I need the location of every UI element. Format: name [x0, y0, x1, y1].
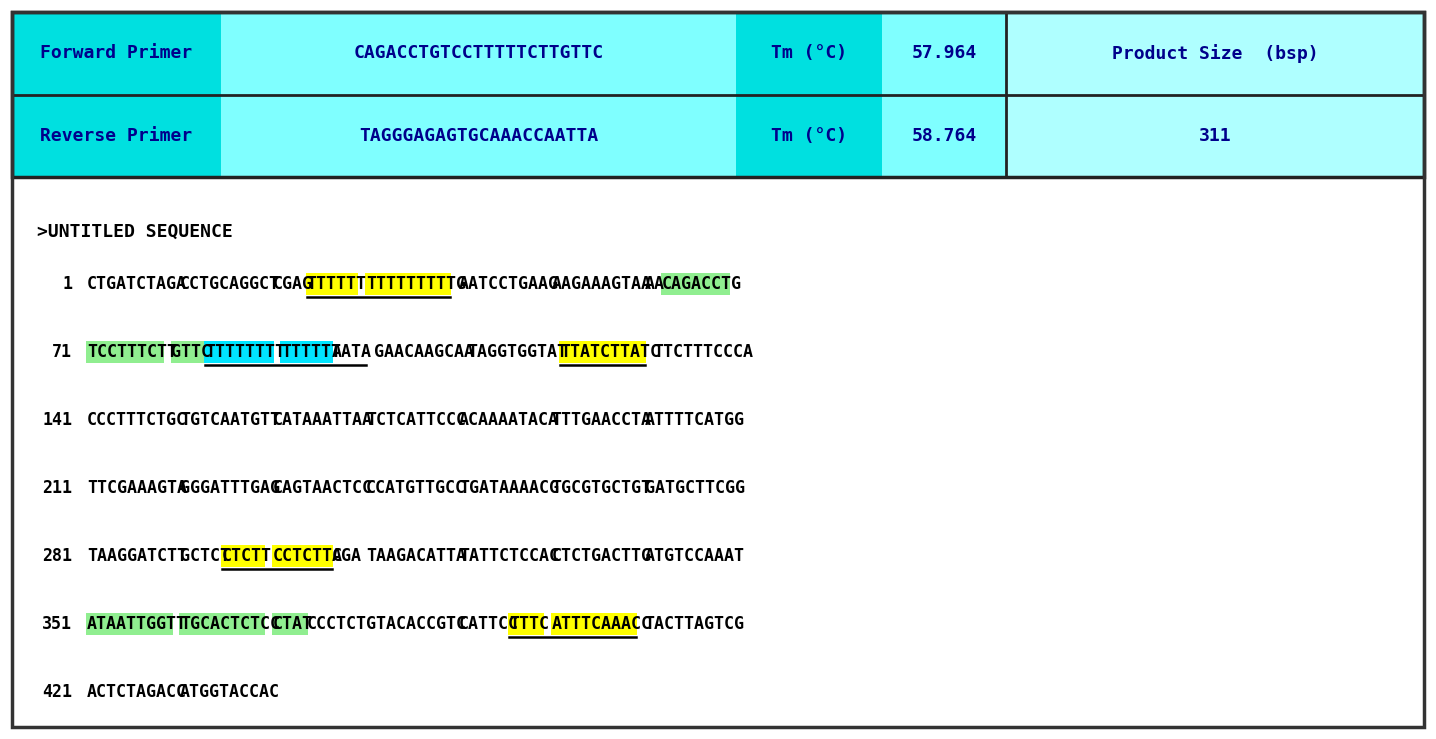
Bar	[11, 95, 221, 177]
Text: CCTGCAGGCT: CCTGCAGGCT	[180, 275, 280, 293]
Text: TTCTTTCCCA: TTCTTTCCCA	[653, 343, 752, 361]
Bar	[882, 95, 1007, 177]
Bar	[171, 341, 207, 363]
Bar	[1007, 12, 1425, 95]
Text: AAGAAAGTAA: AAGAAAGTAA	[551, 275, 652, 293]
Text: TTTTTT: TTTTTT	[307, 275, 366, 293]
Text: CCATGTTGCC: CCATGTTGCC	[366, 479, 465, 497]
Text: 141: 141	[42, 411, 72, 429]
Bar	[221, 12, 737, 95]
Text: TGCACTCTCC: TGCACTCTCC	[180, 615, 280, 633]
Bar	[86, 613, 172, 635]
Text: 1: 1	[62, 275, 72, 293]
Text: TTTTTTTTTG: TTTTTTTTTG	[366, 275, 465, 293]
Text: CAGACCTG: CAGACCTG	[662, 275, 741, 293]
Bar	[306, 273, 359, 295]
Text: ATGTCCAAAT: ATGTCCAAAT	[645, 547, 745, 565]
Text: Tm (°C): Tm (°C)	[771, 44, 847, 62]
Text: TTATCTTATC: TTATCTTATC	[560, 343, 661, 361]
Text: AATCCTGAAG: AATCCTGAAG	[458, 275, 559, 293]
Text: ATGGTACCAC: ATGGTACCAC	[180, 683, 280, 701]
Text: 351: 351	[42, 615, 72, 633]
Text: GGGATTTGAG: GGGATTTGAG	[180, 479, 280, 497]
Text: TTTTTT: TTTTTT	[281, 343, 342, 361]
Text: CCCTTTCTGC: CCCTTTCTGC	[88, 411, 187, 429]
Text: CCTCTTC: CCTCTTC	[273, 547, 343, 565]
Bar	[271, 545, 333, 567]
Bar	[221, 95, 737, 177]
Text: 421: 421	[42, 683, 72, 701]
Text: TAAGGATCTT: TAAGGATCTT	[88, 547, 187, 565]
Text: TTTGAACCTA: TTTGAACCTA	[551, 411, 652, 429]
Text: Product Size  (bsp): Product Size (bsp)	[1111, 44, 1318, 63]
Text: TGTCAATGTT: TGTCAATGTT	[180, 411, 280, 429]
Bar	[86, 341, 164, 363]
Bar	[508, 613, 544, 635]
Bar	[737, 12, 882, 95]
Text: TGATAAAACG: TGATAAAACG	[458, 479, 559, 497]
Text: 58.764: 58.764	[912, 127, 976, 145]
Text: ACTCTAGACC: ACTCTAGACC	[88, 683, 187, 701]
Bar	[559, 341, 646, 363]
Text: ATTTTCATGG: ATTTTCATGG	[645, 411, 745, 429]
Bar	[365, 273, 451, 295]
Text: 57.964: 57.964	[912, 44, 976, 62]
Text: CATAAATTAA: CATAAATTAA	[273, 411, 373, 429]
Text: CAGTAACTCC: CAGTAACTCC	[273, 479, 373, 497]
Bar	[1007, 95, 1425, 177]
Text: CTGATCTAGA: CTGATCTAGA	[88, 275, 187, 293]
Text: TAGGTGGTAT: TAGGTGGTAT	[467, 343, 567, 361]
Text: 71: 71	[52, 343, 72, 361]
Text: TATTCTCCAC: TATTCTCCAC	[458, 547, 559, 565]
Bar	[180, 613, 266, 635]
Text: GATGCTTCGG: GATGCTTCGG	[645, 479, 745, 497]
Text: CTCTT: CTCTT	[223, 547, 273, 565]
Text: CTCTGACTTG: CTCTGACTTG	[551, 547, 652, 565]
Text: TTCGAAAGTA: TTCGAAAGTA	[88, 479, 187, 497]
Text: TACTTAGTCG: TACTTAGTCG	[645, 615, 745, 633]
Bar	[204, 341, 274, 363]
Text: CATTCC: CATTCC	[458, 615, 518, 633]
Bar	[280, 341, 333, 363]
Text: TAGGGAGAGTGCAAACCAATTA: TAGGGAGAGTGCAAACCAATTA	[359, 127, 599, 145]
Text: Tm (°C): Tm (°C)	[771, 127, 847, 145]
Text: 211: 211	[42, 479, 72, 497]
Text: TTTC: TTTC	[510, 615, 550, 633]
Text: 311: 311	[1199, 127, 1231, 145]
Text: >UNTITLED SEQUENCE: >UNTITLED SEQUENCE	[37, 223, 233, 241]
Text: CAGACCTGTCCTTTTTCTTGTTC: CAGACCTGTCCTTTTTCTTGTTC	[353, 44, 603, 62]
Text: GAACAAGCAA: GAACAAGCAA	[375, 343, 474, 361]
Text: 281: 281	[42, 547, 72, 565]
Text: AATA: AATA	[332, 343, 372, 361]
Bar	[661, 273, 729, 295]
Text: GTACACCGTC: GTACACCGTC	[366, 615, 465, 633]
Text: TAAGACATTA: TAAGACATTA	[366, 547, 465, 565]
Bar	[551, 613, 638, 635]
Text: TTTTTTTT: TTTTTTTT	[205, 343, 286, 361]
Bar	[737, 95, 882, 177]
Text: CGAG: CGAG	[273, 275, 313, 293]
Text: Reverse Primer: Reverse Primer	[40, 127, 192, 145]
Bar	[11, 12, 221, 95]
Text: Forward Primer: Forward Primer	[40, 44, 192, 62]
Text: ATAATTGGTT: ATAATTGGTT	[88, 615, 187, 633]
Text: GTTC: GTTC	[171, 343, 211, 361]
Text: GCTCT: GCTCT	[180, 547, 230, 565]
Text: AA: AA	[645, 275, 665, 293]
Text: ACAAAATACA: ACAAAATACA	[458, 411, 559, 429]
Text: CTAT: CTAT	[273, 615, 313, 633]
Text: AGA: AGA	[332, 547, 362, 565]
Text: ATTTCAAACC: ATTTCAAACC	[551, 615, 652, 633]
Bar	[271, 613, 307, 635]
Bar	[882, 12, 1007, 95]
Text: CCCTCT: CCCTCT	[307, 615, 366, 633]
Bar	[221, 545, 266, 567]
Bar	[11, 12, 1425, 177]
Text: TGCGTGCTGT: TGCGTGCTGT	[551, 479, 652, 497]
Text: TCTCATTCCC: TCTCATTCCC	[366, 411, 465, 429]
Text: TCCTTTCTT: TCCTTTCTT	[88, 343, 177, 361]
